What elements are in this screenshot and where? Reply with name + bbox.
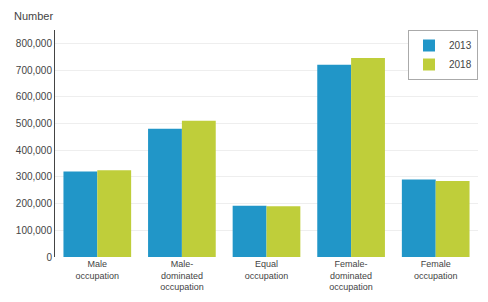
svg-text:300,000: 300,000	[16, 171, 53, 182]
svg-text:0: 0	[46, 252, 52, 263]
svg-text:700,000: 700,000	[16, 65, 53, 76]
svg-text:500,000: 500,000	[16, 118, 53, 129]
svg-text:Male-dominatedoccupation: Male-dominatedoccupation	[160, 259, 204, 292]
svg-text:Maleoccupation: Maleoccupation	[76, 259, 120, 281]
svg-text:2018: 2018	[449, 59, 472, 70]
svg-text:100,000: 100,000	[16, 225, 53, 236]
svg-text:Femaleoccupation: Femaleoccupation	[414, 259, 458, 281]
svg-text:Female-dominatedoccupation: Female-dominatedoccupation	[329, 259, 373, 292]
svg-text:Equaloccupation: Equaloccupation	[245, 259, 289, 281]
svg-text:200,000: 200,000	[16, 198, 53, 209]
svg-text:2013: 2013	[449, 40, 472, 51]
svg-text:800,000: 800,000	[16, 38, 53, 49]
svg-text:400,000: 400,000	[16, 145, 53, 156]
svg-text:600,000: 600,000	[16, 91, 53, 102]
svg-text:Number: Number	[14, 10, 53, 22]
